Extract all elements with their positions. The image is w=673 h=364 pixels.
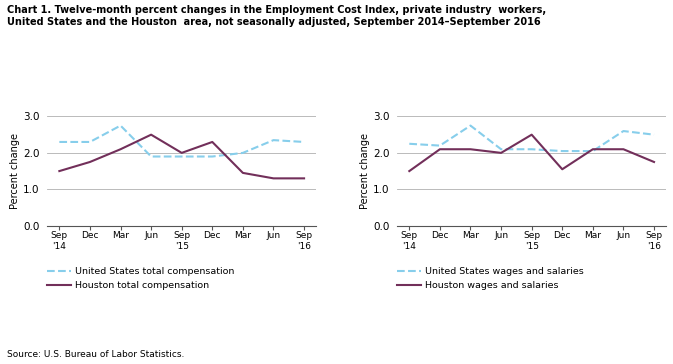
Y-axis label: Percent change: Percent change — [360, 133, 370, 209]
Text: Source: U.S. Bureau of Labor Statistics.: Source: U.S. Bureau of Labor Statistics. — [7, 350, 184, 359]
Y-axis label: Percent change: Percent change — [10, 133, 20, 209]
Legend: United States wages and salaries, Houston wages and salaries: United States wages and salaries, Housto… — [397, 267, 584, 290]
Text: Chart 1. Twelve-month percent changes in the Employment Cost Index, private indu: Chart 1. Twelve-month percent changes in… — [7, 5, 546, 27]
Legend: United States total compensation, Houston total compensation: United States total compensation, Housto… — [47, 267, 235, 290]
